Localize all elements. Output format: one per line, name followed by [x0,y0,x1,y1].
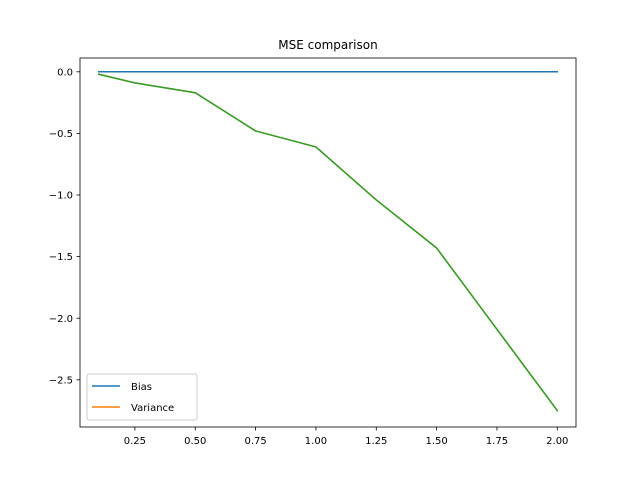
y-tick-label: −0.5 [49,129,73,140]
axes: 0.25 0.50 0.75 1.00 1.25 1.50 1.75 2.00 0.0 −0.5 −… [49,57,577,447]
x-tick-label: 1.75 [486,436,508,447]
series-line-series-3 [97,73,559,412]
y-tick-label: −2.5 [49,375,73,386]
chart-title: MSE comparison [278,38,377,52]
y-tick-label: −1.0 [49,191,73,202]
x-tick-label: 2.00 [546,436,568,447]
x-tick-label: 0.50 [184,436,206,447]
x-tick-label: 1.50 [425,436,447,447]
plot-lines [97,71,559,412]
x-tick-label: 0.75 [244,436,266,447]
legend-label-variance: Variance [131,403,174,414]
x-tick-label: 1.00 [305,436,327,447]
y-tick-label: 0.0 [57,67,73,78]
x-tick-label: 1.25 [365,436,387,447]
y-tick-label: −2.0 [49,314,73,325]
legend-label-bias: Bias [131,382,152,393]
axes-frame [79,57,577,428]
x-tick-label: 0.25 [124,436,146,447]
legend: Bias Variance [86,373,198,421]
y-tick-label: −1.5 [49,252,73,263]
